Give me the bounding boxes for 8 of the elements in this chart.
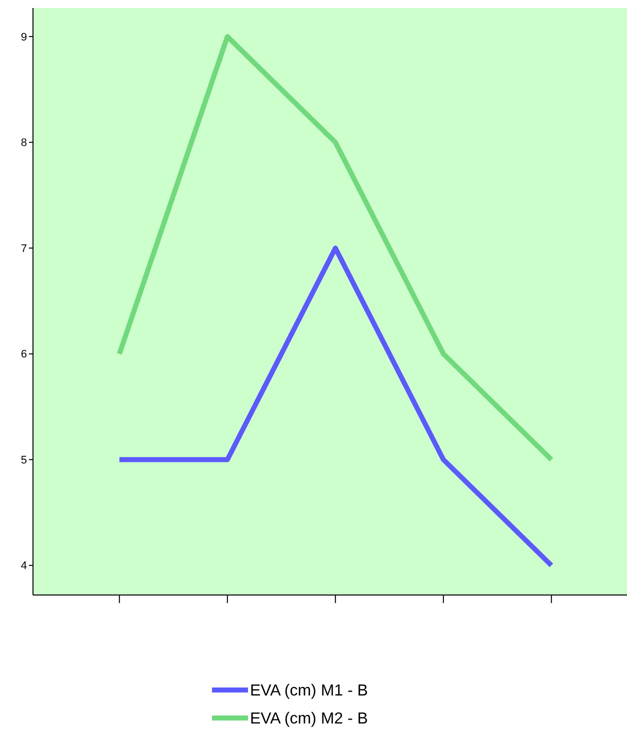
legend-label: EVA (cm) M1 - B [250, 682, 368, 700]
y-tick-label: 5 [20, 454, 27, 466]
y-tick-label: 7 [20, 242, 27, 255]
y-tick-label: 8 [20, 137, 27, 150]
legend-label: EVA (cm) M2 - B [250, 710, 368, 728]
y-tick-label: 4 [20, 560, 27, 572]
y-tick-label: 9 [20, 31, 27, 44]
y-tick-label: 6 [20, 348, 27, 361]
